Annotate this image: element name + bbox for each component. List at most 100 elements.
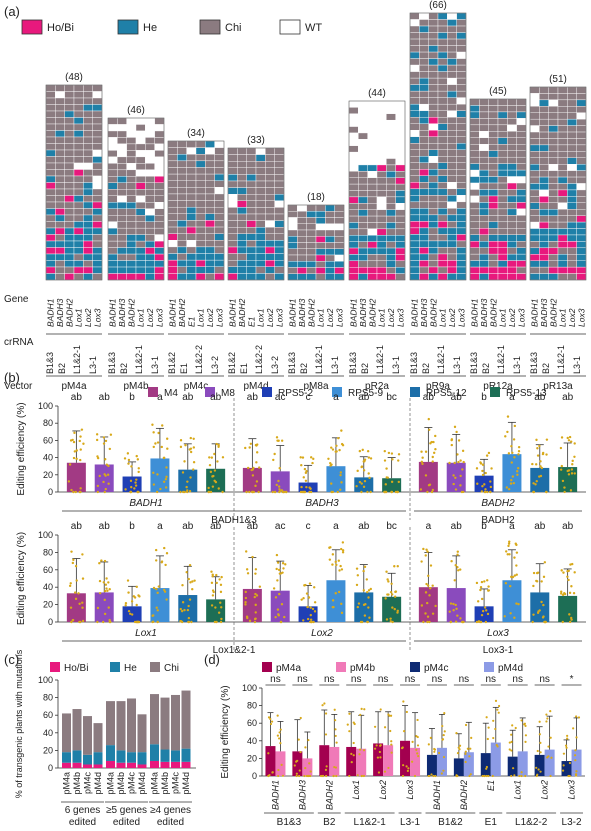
data-dot xyxy=(220,575,223,579)
heatmap-cell xyxy=(576,93,587,101)
heatmap-cell xyxy=(529,183,540,191)
legend-a-swatch-wt xyxy=(279,19,301,35)
legend-a-swatch-he xyxy=(117,19,139,35)
legend-b-label: M4 xyxy=(164,388,178,399)
heatmap-cell xyxy=(437,110,448,118)
heatmap-cell xyxy=(456,110,467,118)
heatmap-cell xyxy=(297,236,307,243)
heatmap-cell xyxy=(205,193,215,201)
heatmap-cell xyxy=(516,163,527,171)
heatmap-cell xyxy=(306,254,317,262)
heatmap-cell xyxy=(358,235,368,242)
sample-count: (51) xyxy=(549,74,567,85)
heatmap-cell xyxy=(488,228,499,235)
heatmap-cell xyxy=(539,209,549,216)
heatmap-cell xyxy=(428,273,439,281)
y-axis-label: Editing efficiency (%) xyxy=(16,532,27,625)
y-tick-label: 60 xyxy=(43,710,53,720)
heatmap-cell xyxy=(145,214,155,222)
heatmap-cell xyxy=(227,154,238,162)
data-dot xyxy=(468,755,471,758)
heatmap-cell xyxy=(274,273,285,281)
panel-label-d: (d) xyxy=(204,652,220,667)
heatmap-cell xyxy=(145,163,155,171)
heatmap-cell xyxy=(55,260,65,268)
heatmap-cell xyxy=(83,175,93,183)
data-dot xyxy=(210,604,214,607)
heatmap-cell xyxy=(507,208,517,216)
heatmap-cell xyxy=(73,214,84,222)
heatmap-cell xyxy=(177,160,187,168)
data-dot xyxy=(434,447,437,451)
panel-a-heatmap: Ho/Bi He Chi WT(48)BADH1 BADH3 BADH2 Lox1 Lox2 L… xyxy=(4,0,586,392)
heatmap-cell xyxy=(469,144,480,151)
bar xyxy=(436,747,447,776)
heatmap-cell xyxy=(557,202,568,210)
data-dot xyxy=(481,473,485,477)
heatmap-cell xyxy=(64,182,75,190)
heatmap-cell xyxy=(567,163,577,171)
heatmap-cell xyxy=(479,189,489,197)
y-tick-label: 80 xyxy=(247,701,257,711)
heatmap-cell xyxy=(186,147,197,155)
data-dot xyxy=(127,609,131,613)
data-dot xyxy=(393,595,397,598)
heatmap-cell xyxy=(409,214,420,222)
data-dot xyxy=(415,748,418,751)
y-tick-label: 100 xyxy=(38,675,53,685)
data-dot xyxy=(211,594,215,597)
heatmap-cell xyxy=(154,221,165,229)
data-dot xyxy=(518,774,521,778)
heatmap-cell xyxy=(447,25,457,33)
data-dot xyxy=(379,744,382,747)
heatmap-cell xyxy=(83,208,93,216)
crrna-label: B2 xyxy=(541,363,551,374)
gene-label: Lox2 xyxy=(265,308,275,327)
data-dot xyxy=(359,748,362,751)
bar xyxy=(354,592,374,622)
data-dot xyxy=(487,774,490,778)
gene-label: Lox3 xyxy=(516,308,526,327)
heatmap-cell xyxy=(64,240,75,248)
heatmap-cell xyxy=(437,195,448,203)
data-dot xyxy=(319,774,323,778)
heatmap-cell xyxy=(437,214,448,222)
heatmap-cell xyxy=(227,253,238,261)
heatmap-cell xyxy=(348,209,359,217)
data-dot xyxy=(274,596,278,599)
data-dot xyxy=(487,451,491,455)
data-dot xyxy=(130,613,134,616)
data-dot xyxy=(520,719,523,722)
data-dot xyxy=(425,548,428,551)
heatmap-cell xyxy=(437,130,448,137)
heatmap-cell xyxy=(315,211,326,218)
heatmap-cell xyxy=(539,99,549,107)
bar xyxy=(418,461,438,492)
heatmap-cell xyxy=(117,195,127,203)
data-dot xyxy=(538,475,541,478)
bar xyxy=(517,751,528,776)
data-dot xyxy=(129,490,133,494)
heatmap-cell xyxy=(297,242,307,249)
bar xyxy=(507,756,518,776)
heatmap-cell xyxy=(287,248,298,256)
heatmap-cell xyxy=(376,273,387,281)
legend-b-swatch xyxy=(262,387,272,397)
heatmap-cell xyxy=(126,117,137,125)
heatmap-cell xyxy=(386,113,396,121)
heatmap-cell xyxy=(348,273,359,281)
heatmap-cell xyxy=(437,97,448,105)
heatmap-cell xyxy=(237,200,247,208)
data-dot xyxy=(485,454,489,457)
heatmap-cell xyxy=(548,189,559,197)
data-dot xyxy=(276,714,279,717)
heatmap-cell xyxy=(306,211,317,218)
sample-count: (45) xyxy=(489,86,507,97)
data-dot xyxy=(187,620,191,624)
heatmap-cell xyxy=(45,214,56,222)
heatmap-cell xyxy=(92,240,103,248)
data-dot xyxy=(574,749,577,752)
data-dot xyxy=(72,558,75,562)
heatmap-cell xyxy=(507,202,517,210)
data-dot xyxy=(377,771,381,774)
